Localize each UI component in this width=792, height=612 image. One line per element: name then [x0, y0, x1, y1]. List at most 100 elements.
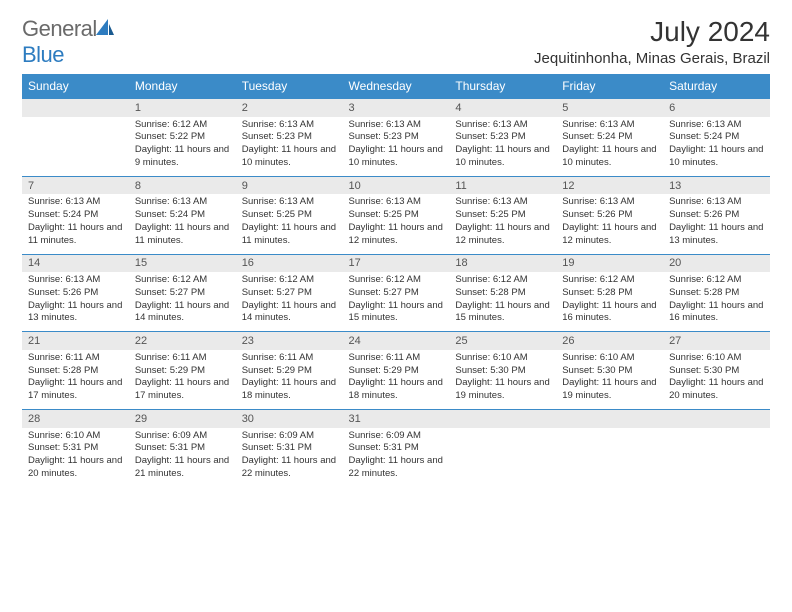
daynum-row: 14151617181920	[22, 254, 770, 272]
sunrise-text: Sunrise: 6:12 AM	[455, 274, 550, 287]
day-number: 7	[22, 176, 129, 194]
sunset-text: Sunset: 5:29 PM	[242, 365, 337, 378]
day-cell: Sunrise: 6:13 AMSunset: 5:24 PMDaylight:…	[129, 194, 236, 254]
content-row: Sunrise: 6:10 AMSunset: 5:31 PM Daylight:…	[22, 428, 770, 487]
sunrise-text: Sunrise: 6:10 AM	[669, 352, 764, 365]
day-cell: Sunrise: 6:12 AMSunset: 5:27 PMDaylight:…	[343, 272, 450, 332]
content-row: Sunrise: 6:12 AMSunset: 5:22 PMDaylight:…	[22, 117, 770, 177]
daynum-row: 28293031	[22, 410, 770, 428]
daynum-row: 21222324252627	[22, 332, 770, 350]
sunset-text: Sunset: 5:24 PM	[135, 209, 230, 222]
day-cell: Sunrise: 6:12 AMSunset: 5:28 PMDaylight:…	[556, 272, 663, 332]
sunset-text: Sunset: 5:25 PM	[242, 209, 337, 222]
day-number	[449, 410, 556, 428]
day-cell: Sunrise: 6:10 AMSunset: 5:30 PMDaylight:…	[449, 350, 556, 410]
sunrise-text: Sunrise: 6:12 AM	[562, 274, 657, 287]
sunrise-text: Sunrise: 6:11 AM	[28, 352, 123, 365]
day-cell: Sunrise: 6:13 AMSunset: 5:25 PMDaylight:…	[236, 194, 343, 254]
daylight-text: Daylight: 11 hours and 22 minutes.	[242, 455, 337, 481]
day-cell: Sunrise: 6:12 AMSunset: 5:28 PMDaylight:…	[663, 272, 770, 332]
content-row: Sunrise: 6:13 AMSunset: 5:24 PMDaylight:…	[22, 194, 770, 254]
day-number: 12	[556, 176, 663, 194]
daylight-text: Daylight: 11 hours and 15 minutes.	[455, 300, 550, 326]
sunset-text: Sunset: 5:25 PM	[455, 209, 550, 222]
daylight-text: Daylight: 11 hours and 10 minutes.	[455, 144, 550, 170]
day-number: 9	[236, 176, 343, 194]
sunrise-text: Sunrise: 6:09 AM	[135, 430, 230, 443]
daylight-text: Daylight: 11 hours and 13 minutes.	[669, 222, 764, 248]
sunset-text: Sunset: 5:30 PM	[562, 365, 657, 378]
sunrise-text: Sunrise: 6:12 AM	[135, 274, 230, 287]
day-cell: Sunrise: 6:13 AMSunset: 5:24 PMDaylight:…	[663, 117, 770, 177]
daylight-text: Daylight: 11 hours and 17 minutes.	[135, 377, 230, 403]
day-number: 15	[129, 254, 236, 272]
daylight-text: Daylight: 11 hours and 12 minutes.	[562, 222, 657, 248]
daylight-text: Daylight: 11 hours and 12 minutes.	[349, 222, 444, 248]
weekday-header: Sunday	[22, 74, 129, 99]
calendar-body: 123456Sunrise: 6:12 AMSunset: 5:22 PMDay…	[22, 99, 770, 487]
sunrise-text: Sunrise: 6:10 AM	[28, 430, 123, 443]
daylight-text: Daylight: 11 hours and 19 minutes.	[562, 377, 657, 403]
day-number: 19	[556, 254, 663, 272]
day-number: 14	[22, 254, 129, 272]
day-cell: Sunrise: 6:13 AMSunset: 5:25 PMDaylight:…	[449, 194, 556, 254]
sunrise-text: Sunrise: 6:09 AM	[349, 430, 444, 443]
daylight-text: Daylight: 11 hours and 14 minutes.	[242, 300, 337, 326]
weekday-header: Wednesday	[343, 74, 450, 99]
sunset-text: Sunset: 5:24 PM	[562, 131, 657, 144]
daylight-text: Daylight: 11 hours and 16 minutes.	[562, 300, 657, 326]
day-cell: Sunrise: 6:13 AMSunset: 5:23 PMDaylight:…	[449, 117, 556, 177]
day-cell	[663, 428, 770, 487]
daylight-text: Daylight: 11 hours and 11 minutes.	[242, 222, 337, 248]
logo-word2: Blue	[22, 42, 64, 67]
daylight-text: Daylight: 11 hours and 10 minutes.	[562, 144, 657, 170]
sunset-text: Sunset: 5:31 PM	[28, 442, 123, 455]
daylight-text: Daylight: 11 hours and 18 minutes.	[349, 377, 444, 403]
day-cell: Sunrise: 6:10 AMSunset: 5:30 PMDaylight:…	[663, 350, 770, 410]
daylight-text: Daylight: 11 hours and 15 minutes.	[349, 300, 444, 326]
daynum-row: 78910111213	[22, 176, 770, 194]
day-number: 1	[129, 99, 236, 117]
sunrise-text: Sunrise: 6:10 AM	[455, 352, 550, 365]
sunrise-text: Sunrise: 6:11 AM	[135, 352, 230, 365]
daylight-text: Daylight: 11 hours and 18 minutes.	[242, 377, 337, 403]
weekday-header-row: Sunday Monday Tuesday Wednesday Thursday…	[22, 74, 770, 99]
day-number: 22	[129, 332, 236, 350]
sunset-text: Sunset: 5:29 PM	[135, 365, 230, 378]
sunrise-text: Sunrise: 6:11 AM	[242, 352, 337, 365]
title-block: July 2024 Jequitinhonha, Minas Gerais, B…	[534, 16, 770, 67]
day-number: 18	[449, 254, 556, 272]
day-number: 29	[129, 410, 236, 428]
daylight-text: Daylight: 11 hours and 20 minutes.	[669, 377, 764, 403]
daynum-row: 123456	[22, 99, 770, 117]
day-cell: Sunrise: 6:12 AMSunset: 5:28 PMDaylight:…	[449, 272, 556, 332]
sunrise-text: Sunrise: 6:13 AM	[349, 196, 444, 209]
sunset-text: Sunset: 5:24 PM	[28, 209, 123, 222]
sunrise-text: Sunrise: 6:12 AM	[669, 274, 764, 287]
sunset-text: Sunset: 5:24 PM	[669, 131, 764, 144]
day-cell: Sunrise: 6:09 AMSunset: 5:31 PMDaylight:…	[236, 428, 343, 487]
day-number: 21	[22, 332, 129, 350]
daylight-text: Daylight: 11 hours and 22 minutes.	[349, 455, 444, 481]
daylight-text: Daylight: 11 hours and 14 minutes.	[135, 300, 230, 326]
sunrise-text: Sunrise: 6:12 AM	[242, 274, 337, 287]
sunrise-text: Sunrise: 6:13 AM	[349, 119, 444, 132]
day-cell: Sunrise: 6:12 AMSunset: 5:22 PMDaylight:…	[129, 117, 236, 177]
weekday-header: Monday	[129, 74, 236, 99]
daylight-text: Daylight: 11 hours and 11 minutes.	[135, 222, 230, 248]
logo-text: General Blue	[22, 16, 115, 68]
calendar-page: General Blue July 2024 Jequitinhonha, Mi…	[0, 0, 792, 503]
daylight-text: Daylight: 11 hours and 11 minutes.	[28, 222, 123, 248]
content-row: Sunrise: 6:11 AMSunset: 5:28 PMDaylight:…	[22, 350, 770, 410]
day-cell: Sunrise: 6:13 AMSunset: 5:26 PMDaylight:…	[556, 194, 663, 254]
sunrise-text: Sunrise: 6:10 AM	[562, 352, 657, 365]
sunrise-text: Sunrise: 6:13 AM	[562, 119, 657, 132]
daylight-text: Daylight: 11 hours and 10 minutes.	[242, 144, 337, 170]
sunrise-text: Sunrise: 6:13 AM	[135, 196, 230, 209]
day-number: 23	[236, 332, 343, 350]
day-number: 8	[129, 176, 236, 194]
day-number: 17	[343, 254, 450, 272]
daylight-text: Daylight: 11 hours and 13 minutes.	[28, 300, 123, 326]
day-cell: Sunrise: 6:11 AMSunset: 5:28 PMDaylight:…	[22, 350, 129, 410]
weekday-header: Thursday	[449, 74, 556, 99]
